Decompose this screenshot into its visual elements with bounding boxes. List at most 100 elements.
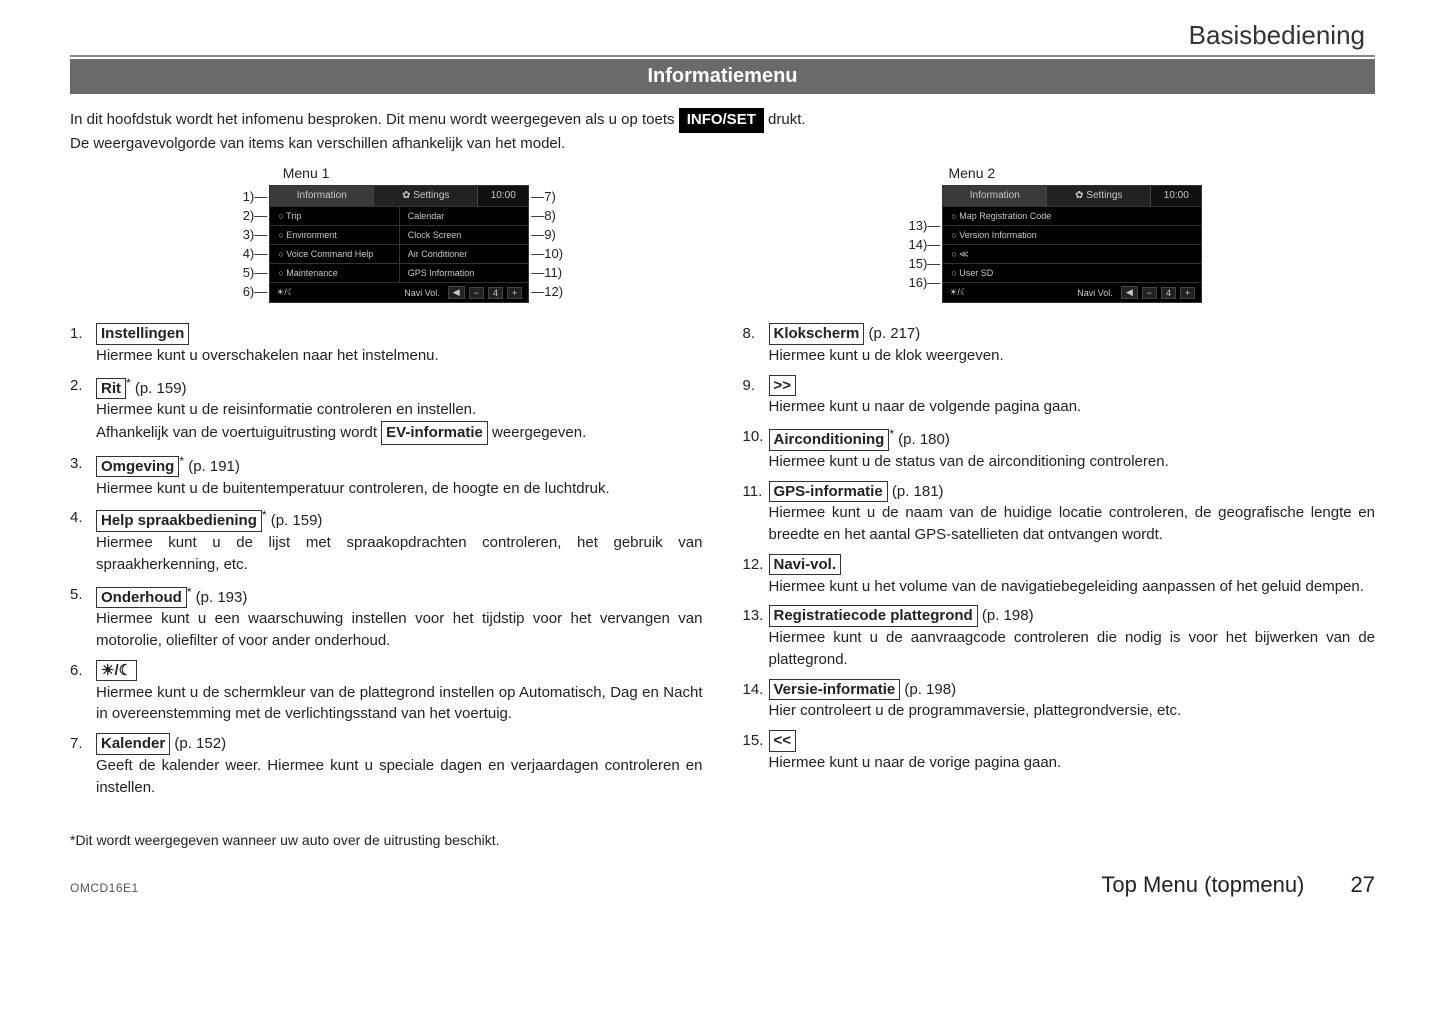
- menu1-trip[interactable]: ○ Trip: [270, 207, 399, 225]
- menu1-calendar[interactable]: Calendar: [399, 207, 529, 225]
- menu1-left-callouts: 1)— 2)— 3)— 4)— 5)— 6)—: [243, 187, 268, 301]
- callout-10: —10): [531, 244, 563, 263]
- definition-item: 1.InstellingenHiermee kunt u overschakel…: [70, 323, 703, 367]
- clock-display: 10:00: [478, 186, 528, 206]
- definition-pageref: (p. 198): [978, 607, 1034, 624]
- menu1-environment[interactable]: ○ Environment: [270, 226, 399, 244]
- definition-item: 9.>>Hiermee kunt u naar de volgende pagi…: [743, 375, 1376, 419]
- menu2-left-callouts: — 13)— 14)— 15)— 16)—: [908, 197, 940, 292]
- clock-display-2: 10:00: [1151, 186, 1201, 206]
- definition-description: Hiermee kunt u naar de vorige pagina gaa…: [769, 752, 1376, 774]
- menu1-screen: Information ✿ Settings 10:00 ○ TripCalen…: [269, 185, 529, 303]
- definition-item: 3.Omgeving* (p. 191)Hiermee kunt u de bu…: [70, 453, 703, 500]
- callout-3: 3)—: [243, 225, 268, 244]
- definition-label: >>: [769, 375, 797, 397]
- definition-number: 8.: [743, 323, 756, 345]
- mute-button-2[interactable]: ◀: [1121, 286, 1138, 299]
- definition-item: 13.Registratiecode plattegrond (p. 198)H…: [743, 605, 1376, 670]
- section-banner: Informatiemenu: [70, 59, 1375, 94]
- daynight-toggle-2[interactable]: ☀/☾: [949, 287, 968, 298]
- intro-paragraph: In dit hoofdstuk wordt het infomenu besp…: [70, 108, 1375, 155]
- definition-item: 4.Help spraakbediening* (p. 159)Hiermee …: [70, 507, 703, 575]
- menu1-clockscreen[interactable]: Clock Screen: [399, 226, 529, 244]
- menu2-mapregcode[interactable]: ○ Map Registration Code: [943, 207, 1201, 225]
- menu2-prevpage[interactable]: ○ ≪: [943, 245, 1201, 263]
- definition-number: 11.: [743, 481, 763, 503]
- definition-description: Hier controleert u de programmaversie, p…: [769, 700, 1376, 722]
- definition-label: Help spraakbediening: [96, 510, 262, 532]
- screenshots-row: Menu 1 1)— 2)— 3)— 4)— 5)— 6)— Informati…: [70, 165, 1375, 303]
- vol-plus-2[interactable]: +: [1180, 287, 1195, 299]
- definition-description: Hiermee kunt u de lijst met spraakopdrac…: [96, 532, 703, 576]
- tab-settings[interactable]: ✿ Settings: [374, 186, 478, 206]
- menu1-voicecmd[interactable]: ○ Voice Command Help: [270, 245, 399, 263]
- definition-number: 12.: [743, 554, 764, 576]
- page-header-title: Basisbediening: [70, 20, 1375, 57]
- menu1-maintenance[interactable]: ○ Maintenance: [270, 264, 399, 282]
- menu2-screen: Information ✿ Settings 10:00 ○ Map Regis…: [942, 185, 1202, 303]
- menu2-versioninfo[interactable]: ○ Version Information: [943, 226, 1201, 244]
- definition-number: 10.: [743, 426, 764, 448]
- vol-minus-2[interactable]: −: [1142, 287, 1157, 299]
- menu1-right-callouts: —7) —8) —9) —10) —11) —12): [531, 187, 563, 301]
- definition-description: Hiermee kunt u de reisinformatie control…: [96, 399, 703, 421]
- intro-text-pre: In dit hoofdstuk wordt het infomenu besp…: [70, 111, 679, 128]
- callout-2: 2)—: [243, 206, 268, 225]
- menu1-gpsinfo[interactable]: GPS Information: [399, 264, 529, 282]
- definition-extra: Afhankelijk van de voertuiguitrusting wo…: [96, 421, 703, 445]
- definition-label: GPS-informatie: [769, 481, 888, 503]
- infoset-key-label: INFO/SET: [679, 108, 764, 133]
- vol-value-2: 4: [1161, 287, 1176, 299]
- definition-pageref: (p. 180): [894, 431, 950, 448]
- definition-item: 11.GPS-informatie (p. 181)Hiermee kunt u…: [743, 481, 1376, 546]
- definition-number: 2.: [70, 375, 83, 397]
- vol-plus[interactable]: +: [507, 287, 522, 299]
- definition-description: Hiermee kunt u de status van de aircondi…: [769, 451, 1376, 473]
- callout-16: 16)—: [908, 273, 940, 292]
- intro-line2: De weergavevolgorde van items kan versch…: [70, 135, 565, 152]
- definition-item: 15.<<Hiermee kunt u naar de vorige pagin…: [743, 730, 1376, 774]
- menu1-label: Menu 1: [283, 165, 330, 181]
- daynight-toggle[interactable]: ☀/☾: [276, 287, 295, 298]
- definition-extra-post: weergegeven.: [488, 424, 586, 441]
- footer-code: OMCD16E1: [70, 881, 139, 895]
- navi-vol-label: Navi Vol.: [400, 288, 444, 298]
- definition-pageref: (p. 217): [864, 325, 920, 342]
- vol-value: 4: [488, 287, 503, 299]
- definition-number: 3.: [70, 453, 83, 475]
- definition-pageref: (p. 159): [267, 512, 323, 529]
- tab-settings-2[interactable]: ✿ Settings: [1047, 186, 1151, 206]
- definition-description: Hiermee kunt u de naam van de huidige lo…: [769, 502, 1376, 546]
- definition-number: 15.: [743, 730, 764, 752]
- menu2-usersd[interactable]: ○ User SD: [943, 264, 1201, 282]
- vol-minus[interactable]: −: [469, 287, 484, 299]
- callout-14: 14)—: [908, 235, 940, 254]
- definition-pageref: (p. 152): [170, 735, 226, 752]
- definitions-columns: 1.InstellingenHiermee kunt u overschakel…: [70, 323, 1375, 806]
- callout-15: 15)—: [908, 254, 940, 273]
- tab-information-2[interactable]: Information: [943, 186, 1047, 206]
- definition-description: Hiermee kunt u de aanvraagcode controler…: [769, 627, 1376, 671]
- definition-number: 5.: [70, 584, 83, 606]
- tab-information[interactable]: Information: [270, 186, 374, 206]
- callout-9: —9): [531, 225, 563, 244]
- definition-item: 14.Versie-informatie (p. 198)Hier contro…: [743, 679, 1376, 723]
- definition-description: Hiermee kunt u de buitentemperatuur cont…: [96, 478, 703, 500]
- mute-button[interactable]: ◀: [448, 286, 465, 299]
- definition-pageref: (p. 191): [184, 458, 240, 475]
- definition-item: 7.Kalender (p. 152)Geeft de kalender wee…: [70, 733, 703, 798]
- callout-13: 13)—: [908, 216, 940, 235]
- definition-description: Hiermee kunt u een waarschuwing instelle…: [96, 608, 703, 652]
- defs-left-list: 1.InstellingenHiermee kunt u overschakel…: [70, 323, 703, 798]
- defs-right-list: 8.Klokscherm (p. 217)Hiermee kunt u de k…: [743, 323, 1376, 774]
- definition-label: Navi-vol.: [769, 554, 842, 576]
- definition-item: 10.Airconditioning* (p. 180)Hiermee kunt…: [743, 426, 1376, 473]
- definition-extra-box: EV-informatie: [381, 421, 488, 445]
- definition-description: Hiermee kunt u naar de volgende pagina g…: [769, 396, 1376, 418]
- definition-description: Hiermee kunt u het volume van de navigat…: [769, 576, 1376, 598]
- definition-pageref: (p. 159): [131, 380, 187, 397]
- menu1-aircond[interactable]: Air Conditioner: [399, 245, 529, 263]
- definition-label: Registratiecode plattegrond: [769, 605, 978, 627]
- definition-label: Omgeving: [96, 456, 179, 478]
- definition-label: Klokscherm: [769, 323, 865, 345]
